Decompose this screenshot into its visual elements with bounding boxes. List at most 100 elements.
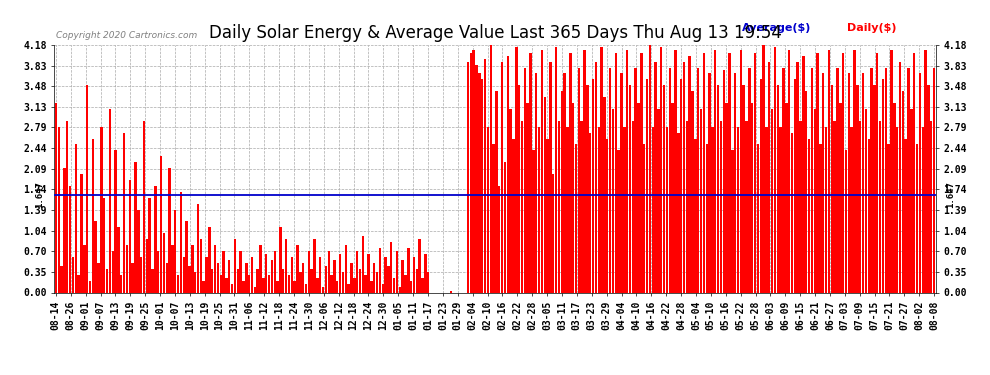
Bar [112,251,114,292]
Bar [253,286,256,292]
Bar [157,251,159,292]
Text: Daily($): Daily($) [847,22,897,33]
Bar [220,275,222,292]
Bar [615,53,617,292]
Bar [751,103,753,292]
Bar [641,53,643,292]
Bar [80,174,82,292]
Bar [419,239,421,292]
Bar [367,254,369,292]
Bar [879,121,881,292]
Bar [364,275,367,292]
Bar [250,257,253,292]
Bar [538,127,541,292]
Bar [842,53,844,292]
Bar [66,121,68,292]
Bar [339,254,342,292]
Bar [137,210,140,292]
Bar [837,68,839,292]
Bar [933,68,936,292]
Bar [916,144,919,292]
Bar [899,62,901,292]
Bar [225,278,228,292]
Bar [626,50,629,292]
Bar [345,245,346,292]
Bar [928,85,930,292]
Bar [129,180,131,292]
Bar [427,272,430,292]
Bar [791,133,793,292]
Bar [742,85,744,292]
Bar [256,269,258,292]
Bar [331,275,333,292]
Bar [703,53,705,292]
Bar [200,239,202,292]
Bar [228,260,231,292]
Bar [103,198,105,292]
Bar [74,144,77,292]
Bar [316,278,319,292]
Bar [135,162,137,292]
Bar [665,127,668,292]
Bar [668,68,671,292]
Bar [811,68,813,292]
Bar [205,257,208,292]
Bar [191,245,193,292]
Bar [583,50,586,292]
Bar [774,47,776,292]
Bar [86,85,88,292]
Bar [785,103,787,292]
Bar [745,121,747,292]
Bar [422,278,424,292]
Bar [393,278,395,292]
Bar [555,47,557,292]
Bar [612,109,614,292]
Bar [373,263,375,292]
Bar [850,127,853,292]
Bar [322,286,325,292]
Bar [350,263,352,292]
Bar [822,74,825,292]
Bar [342,272,345,292]
Bar [384,257,387,292]
Bar [71,257,74,292]
Bar [748,68,750,292]
Bar [162,233,165,292]
Bar [168,168,170,292]
Bar [313,239,316,292]
Bar [231,284,234,292]
Bar [638,103,640,292]
Bar [859,121,861,292]
Bar [688,56,691,292]
Bar [887,144,890,292]
Bar [515,47,518,292]
Bar [268,275,270,292]
Bar [797,62,799,292]
Bar [651,127,654,292]
Bar [844,150,847,292]
Bar [390,242,392,292]
Bar [109,109,111,292]
Bar [645,80,648,292]
Bar [648,44,651,292]
Bar [424,254,427,292]
Bar [197,204,199,292]
Bar [282,269,284,292]
Bar [140,257,143,292]
Bar [799,121,802,292]
Bar [151,269,153,292]
Bar [756,144,759,292]
Bar [566,127,568,292]
Bar [600,47,603,292]
Bar [873,85,875,292]
Bar [740,50,742,292]
Bar [217,263,219,292]
Bar [902,91,904,292]
Bar [416,269,418,292]
Bar [530,53,532,292]
Bar [407,248,410,292]
Bar [123,133,126,292]
Bar [762,44,765,292]
Bar [592,80,594,292]
Bar [922,127,924,292]
